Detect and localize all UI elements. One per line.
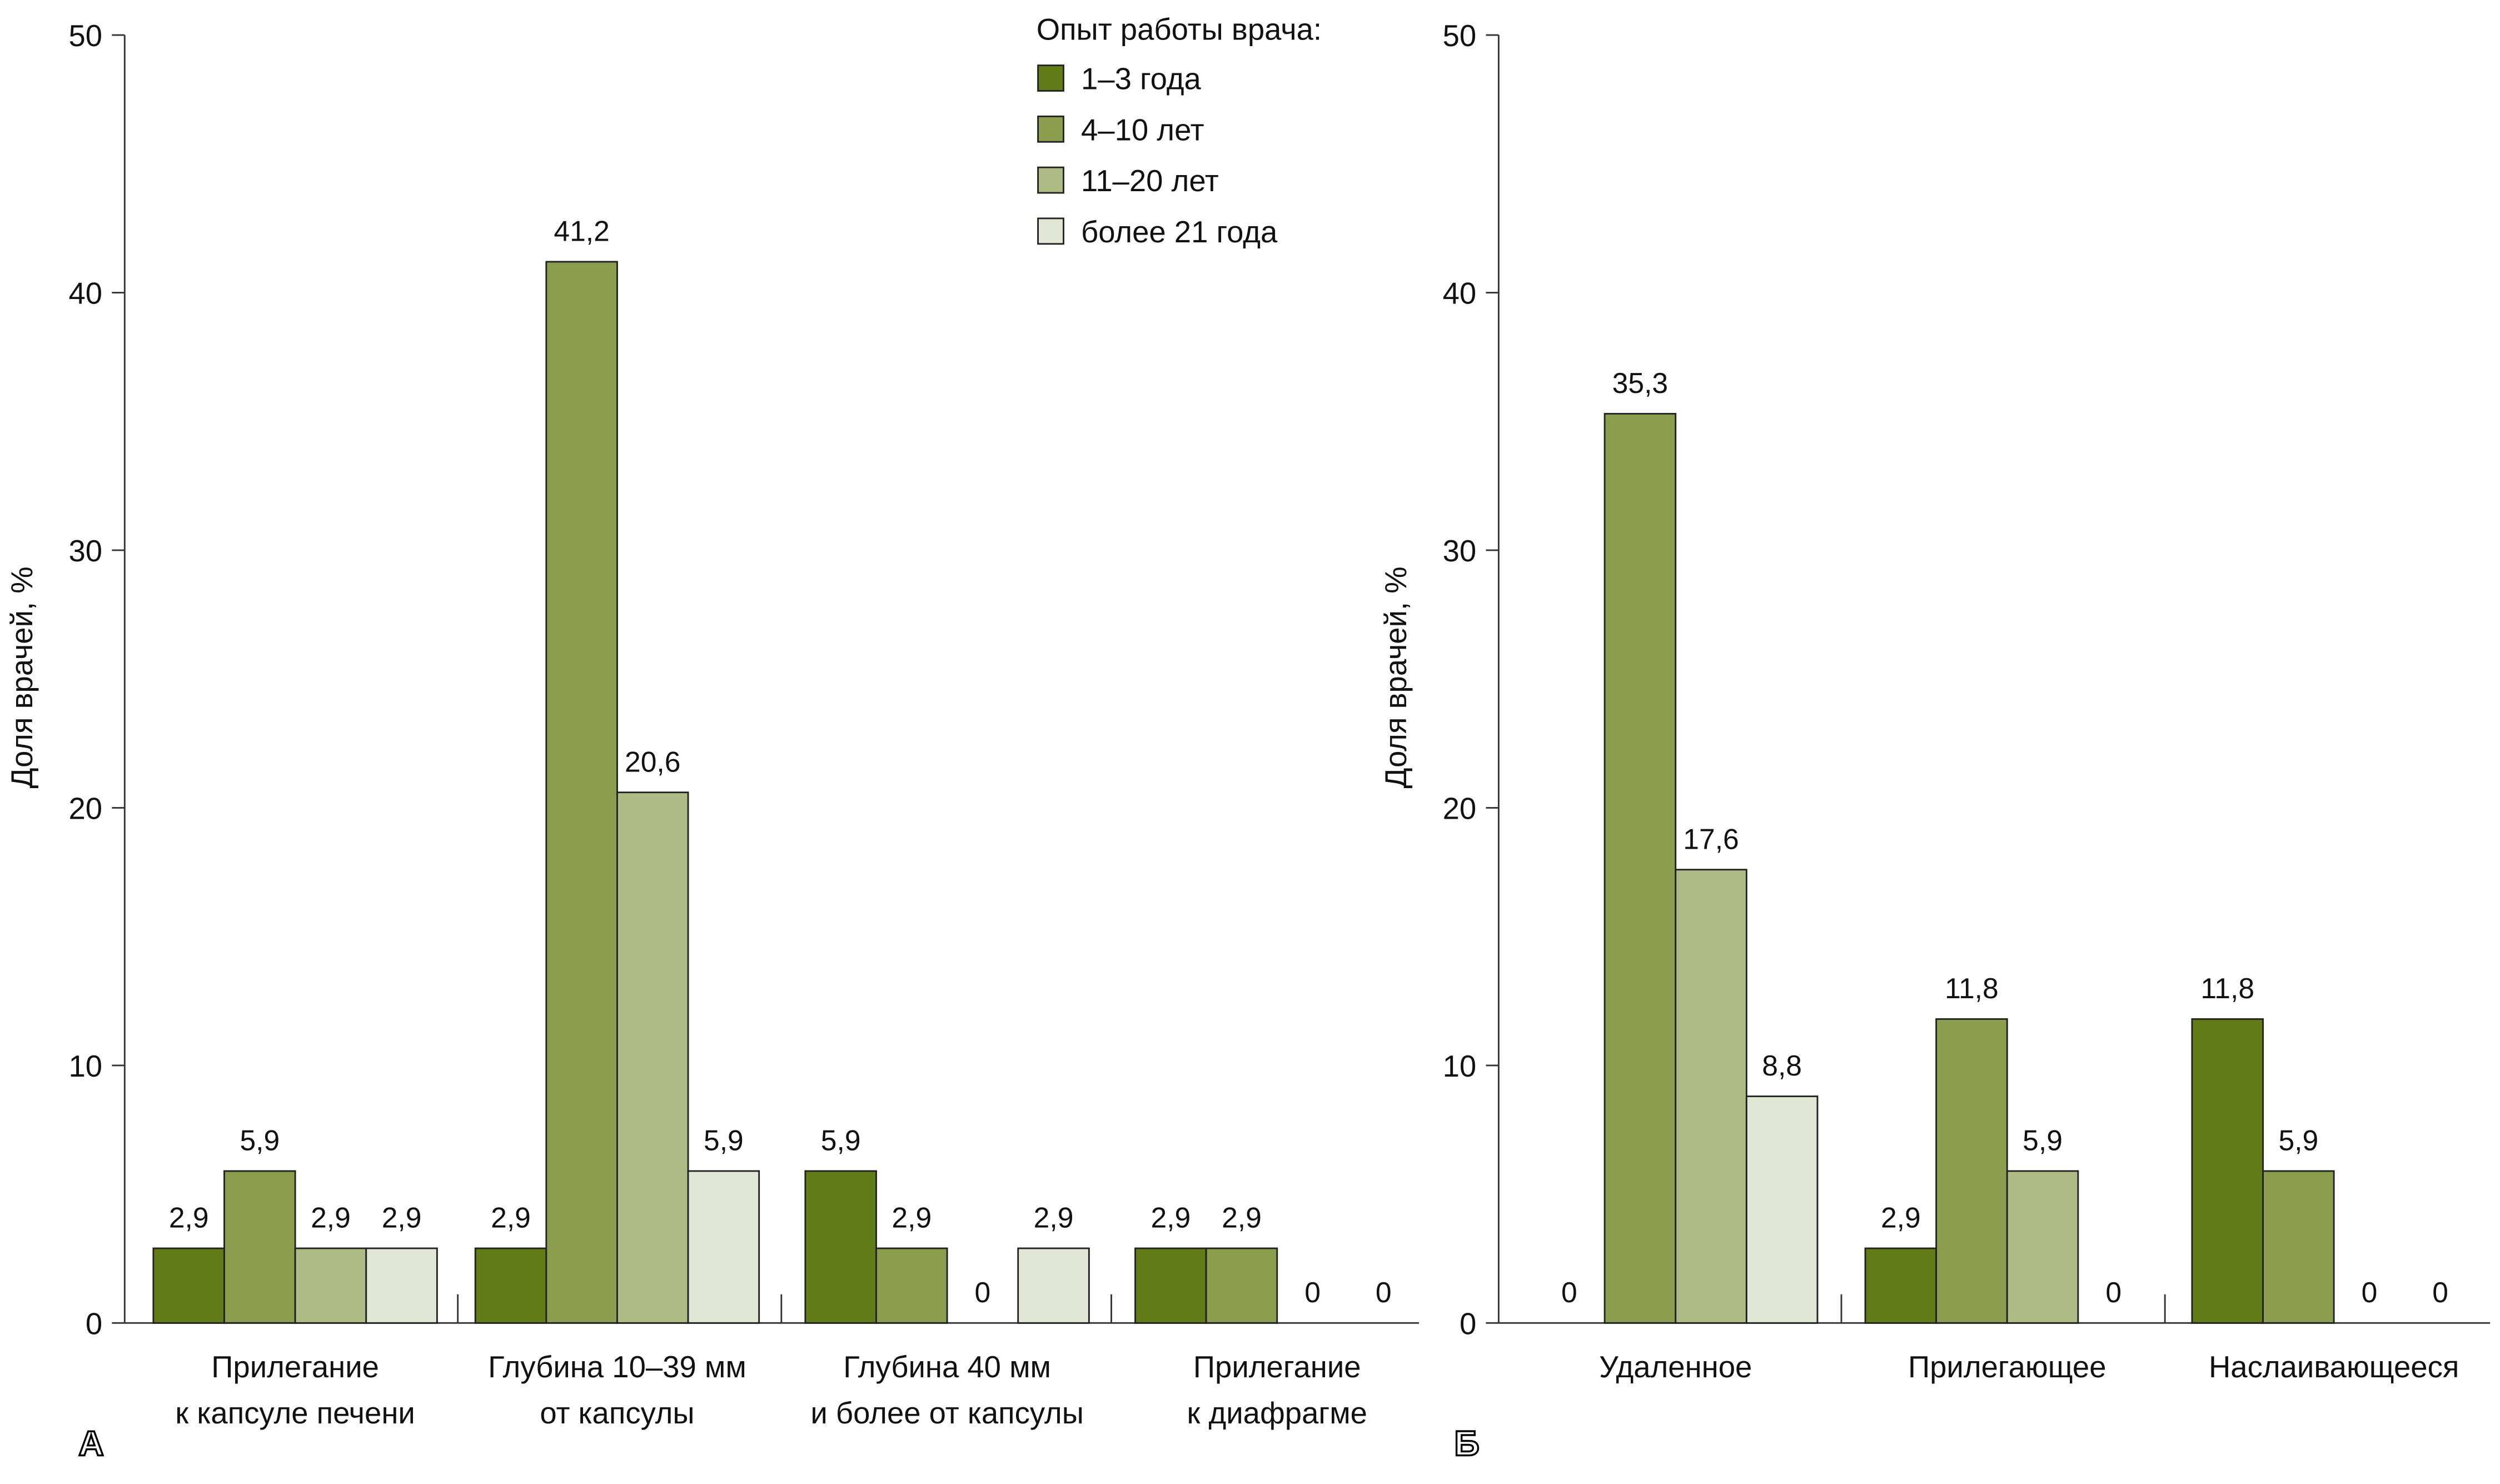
category-label: Наслаивающееся — [2209, 1350, 2459, 1384]
bar — [875, 1247, 948, 1324]
legend-item: более 21 года — [1081, 215, 1278, 249]
data-label: 20,6 — [625, 745, 680, 778]
bar — [1603, 412, 1677, 1324]
y-axis-label: Доля врачей, % — [5, 566, 39, 788]
y-tick-label: 20 — [1443, 792, 1477, 826]
bar — [1864, 1247, 1938, 1324]
data-label: 0 — [1376, 1276, 1392, 1308]
data-label: 2,9 — [491, 1202, 531, 1234]
y-tick-label: 50 — [69, 19, 103, 53]
bar — [1134, 1247, 1207, 1324]
data-label: 2,9 — [1222, 1202, 1262, 1234]
bar — [223, 1170, 296, 1324]
data-label: 0 — [2362, 1276, 2378, 1308]
bar — [152, 1247, 225, 1324]
y-tick-label: 50 — [1443, 19, 1477, 53]
data-label: 2,9 — [892, 1202, 932, 1234]
bar — [1205, 1247, 1278, 1324]
y-tick-label: 40 — [69, 277, 103, 311]
y-tick-label: 10 — [1443, 1049, 1477, 1083]
category-label: к диафрагме — [1187, 1396, 1367, 1430]
legend-item: 1–3 года — [1081, 62, 1202, 96]
data-label: 2,9 — [1881, 1202, 1921, 1234]
legend-swatch — [1037, 166, 1064, 194]
data-label: 0 — [2432, 1276, 2448, 1308]
category-label: и более от капсулы — [810, 1396, 1084, 1430]
category-label: Глубина 40 мм — [843, 1350, 1051, 1384]
data-label: 11,8 — [1945, 972, 1999, 1004]
chart-panel-2: 0 10 20 30 40 50 Доля врачей, % Б Удаленное 0 35,3… — [1379, 19, 2491, 1464]
bar — [687, 1170, 760, 1324]
bar — [545, 261, 618, 1324]
legend-swatch — [1037, 115, 1064, 143]
y-tick-label: 0 — [86, 1307, 102, 1341]
data-label: 0 — [975, 1276, 991, 1308]
y-tick-label: 20 — [69, 792, 103, 826]
data-label: 0 — [1561, 1276, 1577, 1308]
panel-label: Б — [1454, 1424, 1479, 1463]
bar — [2006, 1170, 2079, 1324]
data-label: 11,8 — [2200, 972, 2254, 1004]
y-tick-label: 10 — [69, 1049, 103, 1083]
legend-item: 4–10 лет — [1081, 113, 1204, 147]
data-label: 5,9 — [240, 1124, 280, 1157]
data-label: 0 — [2105, 1276, 2121, 1308]
y-tick-label: 40 — [1443, 277, 1477, 311]
category-label: Прилегание — [211, 1350, 379, 1384]
data-label: 2,9 — [311, 1202, 351, 1234]
y-tick-label: 0 — [1460, 1307, 1476, 1341]
bar — [1675, 869, 1747, 1324]
legend-swatch — [1037, 217, 1064, 245]
data-label: 8,8 — [1762, 1049, 1802, 1082]
category-label: Прилегающее — [1908, 1350, 2106, 1384]
bar — [474, 1247, 547, 1324]
bar — [294, 1247, 367, 1324]
data-label: 2,9 — [1034, 1202, 1074, 1234]
category-label: Прилегание — [1193, 1350, 1361, 1384]
bar — [616, 791, 689, 1324]
data-label: 5,9 — [2023, 1124, 2063, 1157]
y-tick-label: 30 — [1443, 534, 1477, 568]
category-label: от капсулы — [540, 1396, 694, 1430]
data-label: 5,9 — [821, 1124, 861, 1157]
data-label: 5,9 — [704, 1124, 744, 1157]
data-label: 2,9 — [382, 1202, 422, 1234]
data-label: 35,3 — [1612, 367, 1668, 399]
bar — [1745, 1095, 1819, 1324]
y-axis-label: Доля врачей, % — [1379, 566, 1413, 788]
data-label: 2,9 — [1151, 1202, 1191, 1234]
legend-item: 11–20 лет — [1081, 164, 1219, 198]
legend-title: Опыт работы врача: — [1037, 13, 1322, 47]
data-label: 17,6 — [1683, 823, 1739, 855]
legend-swatch — [1037, 64, 1064, 92]
panel-label: А — [78, 1424, 104, 1463]
bar — [804, 1170, 877, 1324]
bar — [365, 1247, 438, 1324]
data-label: 5,9 — [2278, 1124, 2318, 1157]
legend: Опыт работы врача: 1–3 года 4–10 лет 11–20… — [1037, 13, 1322, 249]
bar — [1935, 1018, 2008, 1324]
category-label: к капсуле печени — [175, 1396, 415, 1430]
bar — [1017, 1247, 1090, 1324]
bar — [2262, 1170, 2335, 1324]
category-label: Удаленное — [1599, 1350, 1752, 1384]
bar — [2191, 1018, 2264, 1324]
data-label: 41,2 — [554, 215, 609, 247]
category-label: Глубина 10–39 мм — [488, 1350, 746, 1384]
data-label: 2,9 — [169, 1202, 209, 1234]
y-tick-label: 30 — [69, 534, 103, 568]
chart-panel-1: 0 10 20 30 40 50 Доля врачей, % А Прилегание к ка… — [5, 19, 1419, 1464]
data-label: 0 — [1304, 1276, 1321, 1308]
